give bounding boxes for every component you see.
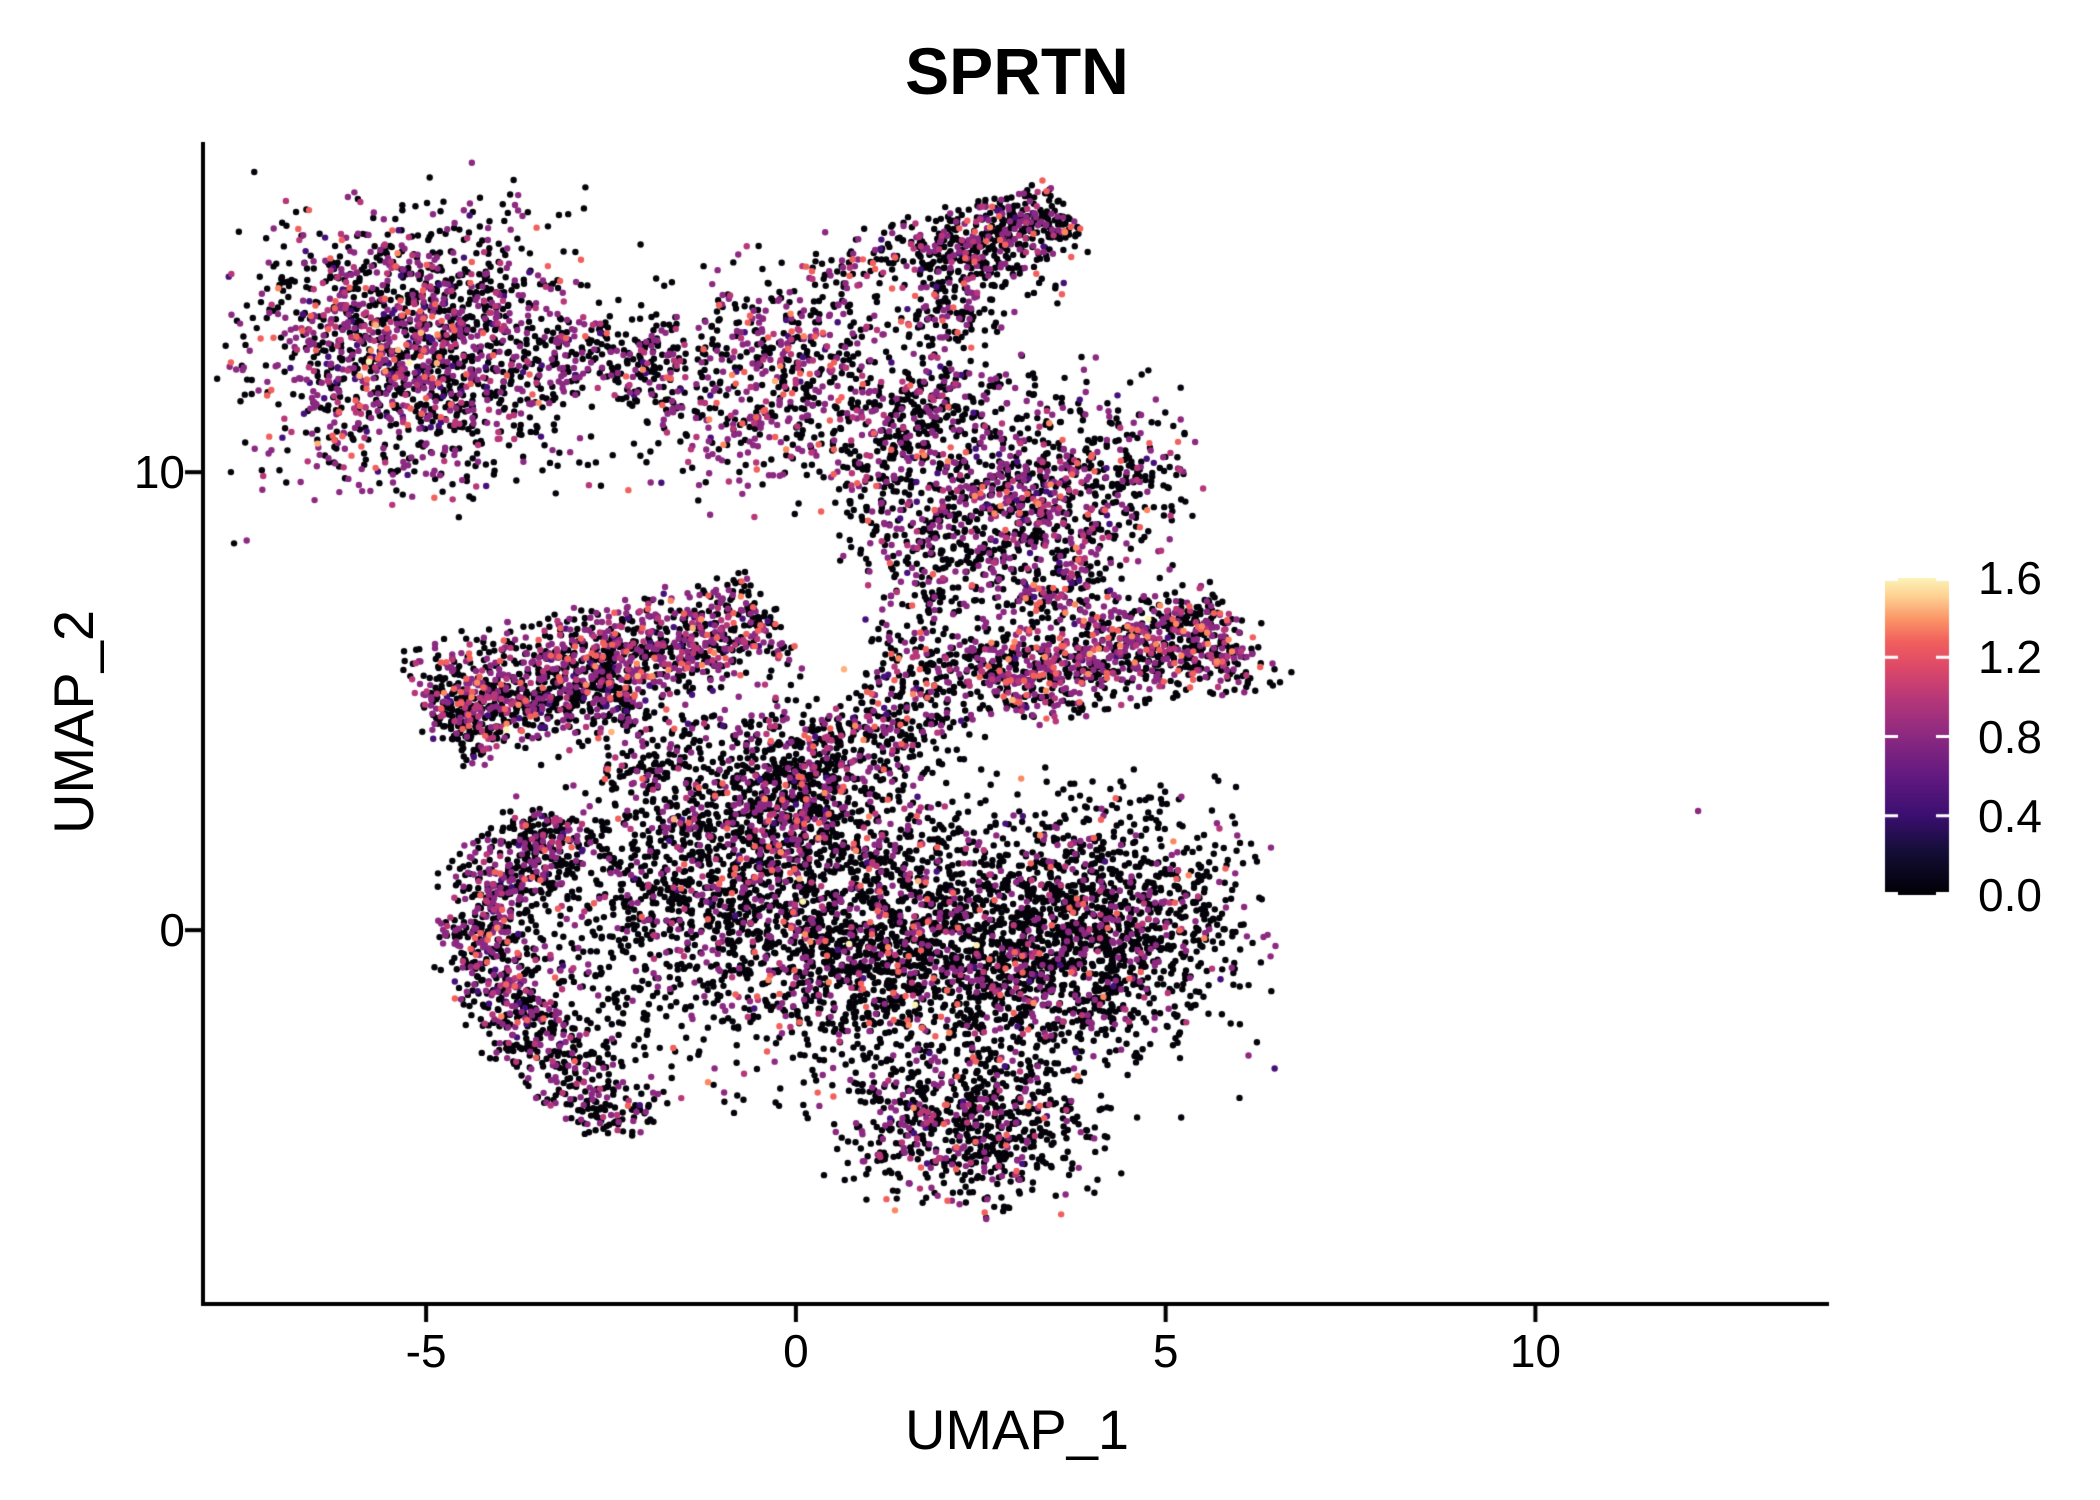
x-tick-label: 10 (1509, 1325, 1561, 1377)
x-tick-label: -5 (405, 1325, 447, 1377)
colorbar-tick-label: 0.8 (1978, 710, 2042, 763)
colorbar-tick-label: 1.2 (1978, 631, 2042, 684)
y-tick-label: 0 (159, 904, 185, 957)
colorbar-tick-label: 1.6 (1978, 552, 2042, 604)
x-tick-label: 0 (783, 1325, 809, 1377)
x-tick-label: 5 (1152, 1325, 1179, 1377)
plot-title: SPRTN (905, 34, 1129, 108)
y-tick-label: 10 (133, 446, 185, 499)
x-axis-title: UMAP_1 (904, 1398, 1130, 1461)
colorbar-tick-label: 0.0 (1978, 869, 2042, 921)
y-axis-title: UMAP_2 (42, 609, 105, 835)
colorbar-tick-label: 0.4 (1978, 789, 2042, 842)
